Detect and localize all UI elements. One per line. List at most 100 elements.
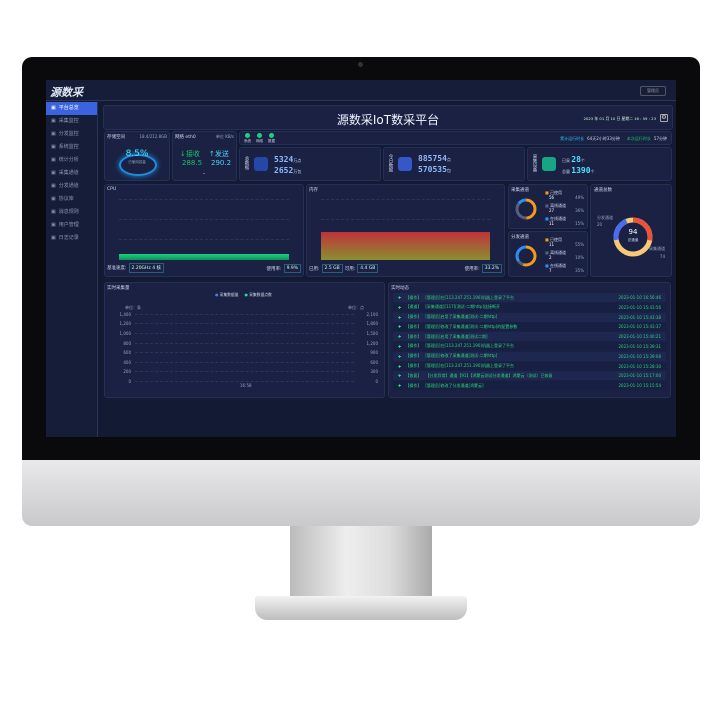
log-text: [管理员]在[113.247.251.190]机器上登录了平台 [425, 343, 514, 349]
sidebar-item-label: 采集监控 [58, 118, 79, 124]
collect-label: 采集通道 [649, 246, 665, 251]
memory-card: 内存 已用: 2.5 GB 可用: 4.4 GB 使用率: 33.2% [306, 184, 505, 277]
plus-icon: ✚ [398, 324, 402, 330]
sidebar-item[interactable]: ▣ 协议库 [46, 193, 97, 206]
status-dot-icon [245, 133, 250, 138]
log-row[interactable]: ✚ 【操作】 [管理员]启用了采集通道[测试二期] 2023-01-10 15:40:… [393, 332, 666, 342]
log-row[interactable]: ✚ 【操作】 [管理员]修改了采集通道[测试-二期http] 2023-01-10 1… [393, 351, 666, 361]
channel-item-label: ■ 已使用 [545, 190, 563, 195]
y-left-tick: 400 [123, 359, 131, 365]
usage-label: 使用率: [266, 266, 282, 272]
menu-icon: ▣ [51, 183, 56, 189]
status-light: 网络 [256, 133, 263, 144]
cpu-label: CPU [107, 187, 117, 192]
menu-icon: ▣ [51, 144, 56, 150]
storage-card: 存储空间 18.4/212.8GB 8.5% 已使用容量 [104, 131, 170, 181]
storage-capacity: 18.4/212.8GB [139, 134, 167, 139]
cpu-usage-bar [119, 254, 289, 260]
total-devices: 1390 [571, 166, 591, 175]
channel-item-label: ■ 在线通道 [545, 263, 567, 268]
channel-total-card: 通道总数 94 总通道 分发通道 20 采集通道 74 [590, 184, 672, 277]
status-light-label: 数据 [268, 139, 275, 143]
log-row[interactable]: ✚ 【操作】 [管理员]修改了采集通道[测试-二期http]的配置参数 2023-01… [393, 322, 666, 332]
gridline [135, 313, 354, 315]
log-type: 【操作】 [405, 382, 422, 388]
y-right-label: 单位：点 [348, 305, 364, 310]
log-row[interactable]: ✚ 【恢复】 【分发异常】通道【91】【鸿蒙云测试分发通道】鸿蒙云（测试）已恢复 20… [393, 371, 666, 381]
channel-item-pct: 36% [575, 208, 584, 213]
log-row[interactable]: ✚ 【操作】 [管理员]修改了分发通道[鸿蒙云] 2023-01-10 15:15:5… [393, 381, 666, 391]
sidebar-item-label: 用户管理 [58, 222, 79, 228]
status-dot-icon [269, 133, 274, 138]
admin-button[interactable]: 管理员 [640, 86, 666, 96]
log-text: [管理员]启用了采集通道[测试二期] [425, 333, 488, 339]
sidebar-item[interactable]: ▣ 用户管理 [46, 219, 97, 232]
plus-icon: ✚ [398, 373, 402, 379]
legend-item[interactable]: ● 采集数据量 [215, 292, 239, 297]
log-row[interactable]: ✚ 【操作】 [管理员]在[113.247.251.190]机器上登录了平台 2023… [393, 293, 666, 302]
dist-label: 分发通道 [597, 215, 613, 220]
sidebar-item-label: 协议库 [58, 196, 74, 202]
channel-item-pct: 55% [575, 242, 584, 247]
log-row[interactable]: ✚ 【操作】 [管理员]在[113.247.251.190]机器上登录了平台 2023… [393, 361, 666, 371]
channel-donut [515, 198, 537, 220]
channel-item-count: 11 [549, 242, 555, 247]
sidebar-item-label: 统计分析 [58, 157, 79, 163]
gridline [135, 371, 354, 373]
log-row[interactable]: ✚ 【操作】 [管理员]启用了采集通道[测试-二期http] 2023-01-10 1… [393, 312, 666, 322]
log-type: 【恢复】 [405, 372, 422, 378]
y-right-tick: 300 [370, 369, 378, 375]
settings-gear-icon[interactable]: ⚙ [660, 114, 668, 122]
cpu-usage: 9.9% [283, 264, 301, 273]
log-type: 【操作】 [405, 294, 422, 300]
log-type: 【操作】 [405, 363, 422, 369]
channel-item-pct: 10% [575, 255, 584, 260]
log-text: [管理员]启用了采集通道[测试-二期http] [425, 314, 498, 320]
network-card: 网络 eth0 单位 KB/s ↓接收 ↑发送 288.5 290.2 - [172, 131, 237, 181]
used-label: 已用: [309, 266, 320, 272]
dist-channels-card: 分发通道 ■ 已使用 11 55% ■ 离线通道 2 10% ■ 在线通道 7 35% [508, 231, 588, 277]
sidebar-item[interactable]: ▣ 统计分析 [46, 154, 97, 167]
logs-card: 实时动态 ✚ 【操作】 [管理员]在[113.247.251.190]机器上登录了平… [388, 282, 671, 398]
sidebar-item[interactable]: ▣ 分发通道 [46, 180, 97, 193]
sidebar-item[interactable]: ▣ 系统监控 [46, 141, 97, 154]
log-time: 2023-01-10 15:28:30 [618, 363, 661, 369]
status-card: 系统 网络 数据 累计运行时长 64天2小时33分钟 本次运行时长 57分钟 [239, 131, 672, 145]
network-unit: 单位 KB/s [215, 134, 234, 139]
log-row[interactable]: ✚ 【操作】 [管理员]在[113.247.251.190]机器上登录了平台 2023… [393, 341, 666, 351]
sidebar-item[interactable]: ▣ 日志记录 [46, 232, 97, 245]
database-icon [254, 157, 268, 171]
today-data-label: 今日数据 [388, 154, 393, 172]
monitor-base [255, 596, 467, 620]
monitor-stand [290, 526, 432, 598]
sidebar-item[interactable]: ▣ 分发监控 [46, 128, 97, 141]
gridline [135, 323, 354, 325]
y-left-label: 单位：条 [125, 305, 141, 310]
sidebar-item[interactable]: ▣ 消息规则 [46, 206, 97, 219]
unit: 万包 [293, 169, 302, 174]
sidebar-item-label: 分发监控 [58, 131, 79, 137]
sidebar-item[interactable]: ▣ 采集监控 [46, 115, 97, 128]
menu-icon: ▣ [51, 209, 56, 215]
sidebar-item[interactable]: ▣ 平台总览 [46, 102, 97, 115]
realtime-chart-card: 实时采集量 ● 采集数据量 ● 采集数据点数 单位：条 单位：点 16:58 0… [104, 282, 385, 398]
unit: 万点 [293, 158, 302, 163]
sidebar-item-label: 分发通道 [58, 183, 79, 189]
today-points: 885754 [418, 154, 447, 163]
channel-item-label: ■ 在线通道 [545, 216, 567, 221]
channel-item-count: 56 [549, 195, 555, 200]
sidebar-item-label: 消息规则 [58, 209, 79, 215]
channel-item-pct: 35% [575, 268, 584, 273]
log-row[interactable]: ✚ 【通道】 [采集通道][117][测试-二期http]连接断开 2023-01-1… [393, 302, 666, 312]
donut-slice [515, 198, 537, 220]
log-time: 2023-01-10 16:56:46 [618, 295, 661, 300]
camera [358, 62, 363, 67]
memory-avail: 4.4 GB [357, 264, 379, 273]
gridline [135, 381, 354, 382]
monitor-chin [22, 460, 700, 526]
legend-item[interactable]: ● 采集数据点数 [244, 292, 272, 297]
y-left-tick: 200 [123, 369, 131, 375]
unit: 个 [580, 158, 585, 163]
top-bar [46, 80, 676, 101]
sidebar-item[interactable]: ▣ 采集通道 [46, 167, 97, 180]
